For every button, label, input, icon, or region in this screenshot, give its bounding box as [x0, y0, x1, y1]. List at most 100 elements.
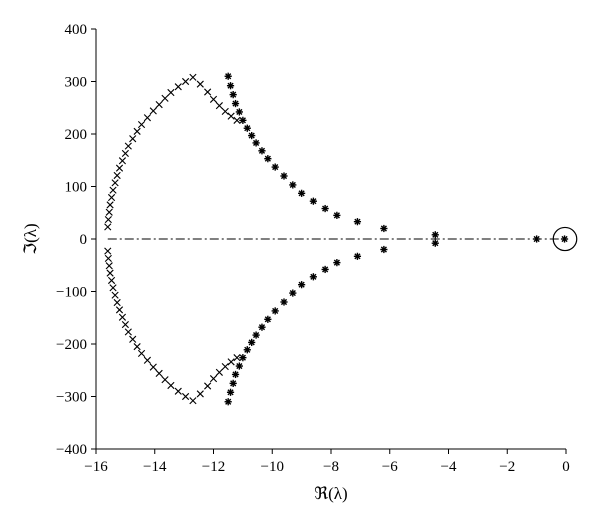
data-point-asterisk-marker	[258, 323, 266, 331]
data-point-x-marker	[182, 77, 190, 86]
data-point-x-marker	[104, 247, 112, 255]
y-axis-label: ℑ(λ)	[21, 223, 40, 254]
x-axis-label: ℜ(λ)	[314, 484, 347, 503]
data-point-x-marker	[161, 376, 169, 384]
data-point-x-marker	[137, 349, 146, 358]
data-point-x-marker	[204, 382, 212, 390]
data-point-x-marker	[161, 94, 169, 102]
data-point-x-marker	[221, 107, 229, 116]
data-point-x-marker	[124, 142, 132, 150]
data-point-asterisk-marker	[229, 91, 237, 99]
data-point-x-marker	[104, 223, 112, 231]
data-point-x-marker	[109, 284, 117, 292]
x-tick-label: −16	[84, 459, 108, 475]
data-point-asterisk-marker	[235, 362, 243, 370]
data-point-x-marker	[143, 356, 151, 364]
highlight-circle	[552, 226, 578, 252]
data-point-x-marker	[174, 83, 182, 91]
data-point-x-marker	[129, 335, 137, 343]
data-point-x-marker	[196, 80, 204, 88]
data-point-asterisk-marker	[231, 370, 240, 379]
data-point-asterisk-marker	[226, 388, 235, 396]
data-point-asterisk-marker	[560, 235, 569, 243]
data-point-asterisk-marker	[298, 281, 306, 289]
data-point-asterisk-marker	[252, 331, 260, 339]
data-point-x-marker	[209, 95, 218, 103]
data-point-x-marker	[209, 375, 218, 383]
data-point-x-marker	[189, 397, 197, 405]
data-point-asterisk-marker	[298, 189, 306, 197]
data-point-x-marker	[133, 127, 141, 135]
data-point-x-marker	[121, 149, 129, 158]
x-tick-label: 0	[562, 459, 570, 475]
data-point-asterisk-marker	[431, 231, 439, 239]
data-point-x-marker	[233, 354, 241, 362]
data-point-x-marker	[167, 88, 175, 97]
data-point-x-marker	[104, 215, 112, 224]
data-point-asterisk-marker	[224, 398, 232, 406]
data-point-asterisk-marker	[243, 124, 251, 132]
data-point-asterisk-marker	[309, 273, 317, 281]
x-tick-label: −10	[261, 459, 284, 475]
y-ticks: −400 −300 −200 −100 0 100 200 300 400	[56, 22, 96, 458]
plot-area	[104, 72, 578, 406]
y-tick-label: 300	[65, 75, 88, 91]
data-point-x-marker	[137, 120, 146, 129]
x-tick-label: −6	[382, 459, 398, 475]
data-point-asterisk-marker	[533, 235, 541, 243]
data-point-x-marker	[124, 328, 132, 336]
y-tick-label: −200	[56, 337, 87, 353]
y-tick-label: −300	[56, 390, 87, 406]
data-point-x-marker	[129, 135, 137, 143]
data-point-x-marker	[107, 276, 116, 285]
data-point-asterisk-marker	[309, 197, 317, 205]
data-point-asterisk-marker	[271, 307, 279, 315]
data-point-x-marker	[167, 381, 175, 390]
x-tick-label: −8	[323, 459, 339, 475]
data-point-x-marker	[149, 107, 157, 115]
data-point-x-marker	[113, 298, 121, 307]
y-tick-label: 100	[65, 180, 88, 196]
data-point-x-marker	[182, 392, 190, 401]
data-point-asterisk-marker	[239, 354, 247, 362]
data-point-x-marker	[115, 164, 124, 172]
data-point-x-marker	[107, 193, 116, 202]
data-point-asterisk-marker	[248, 131, 256, 140]
y-tick-label: 0	[80, 232, 88, 248]
data-point-asterisk-marker	[380, 224, 388, 233]
data-point-asterisk-marker	[226, 82, 235, 90]
data-point-x-marker	[104, 254, 112, 263]
data-point-asterisk-marker	[353, 252, 362, 260]
data-point-asterisk-marker	[280, 298, 288, 306]
data-point-x-marker	[109, 186, 117, 194]
data-point-x-marker	[111, 179, 119, 187]
data-point-asterisk-marker	[289, 289, 297, 297]
data-point-x-marker	[115, 306, 124, 314]
data-point-x-marker	[227, 358, 235, 366]
y-tick-label: −100	[56, 285, 87, 301]
data-point-asterisk-marker	[321, 265, 329, 274]
data-point-asterisk-marker	[264, 155, 272, 163]
data-point-asterisk-marker	[271, 163, 279, 171]
data-point-x-marker	[155, 101, 163, 109]
y-tick-label: 200	[65, 127, 88, 143]
data-point-x-marker	[215, 368, 223, 376]
data-point-x-marker	[121, 320, 129, 329]
data-point-asterisk-marker	[231, 99, 240, 108]
x-tick-label: −12	[202, 459, 225, 475]
data-point-asterisk-marker	[235, 108, 243, 116]
data-point-x-marker	[118, 313, 127, 321]
data-point-asterisk-marker	[333, 211, 341, 219]
data-point-x-marker	[196, 390, 204, 398]
data-point-x-marker	[133, 343, 141, 351]
y-tick-label: −400	[56, 442, 87, 458]
data-point-x-marker	[189, 73, 197, 81]
data-point-x-marker	[174, 387, 182, 395]
data-point-asterisk-marker	[252, 139, 260, 147]
y-tick-label: 400	[65, 22, 88, 38]
x-tick-label: −4	[441, 459, 457, 475]
data-point-asterisk-marker	[289, 181, 297, 189]
data-point-x-marker	[221, 362, 229, 371]
data-point-asterisk-marker	[248, 338, 256, 347]
